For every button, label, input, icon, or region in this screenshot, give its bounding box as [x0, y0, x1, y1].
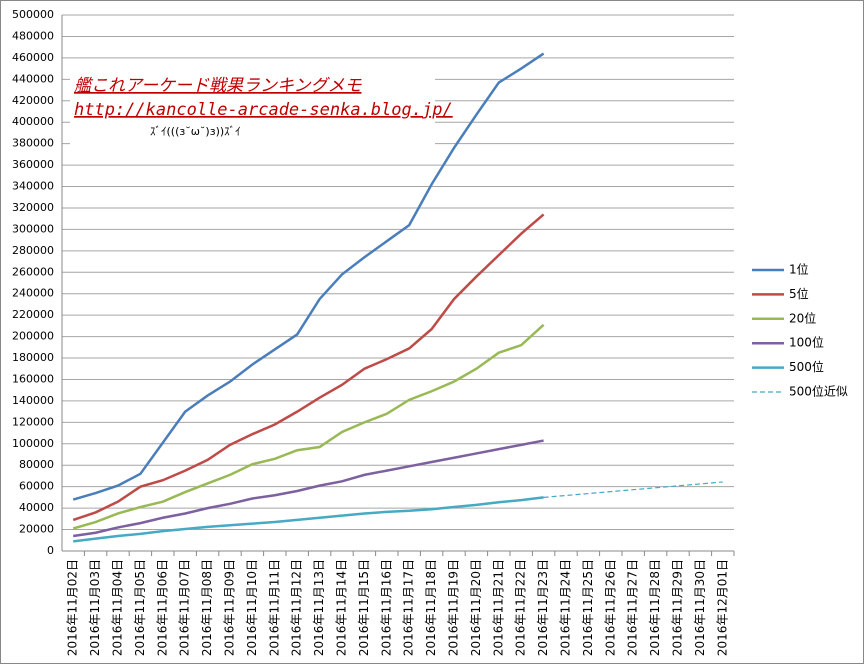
y-tick-label: 0	[47, 544, 54, 557]
y-tick-label: 300000	[12, 222, 54, 235]
y-tick-label: 480000	[12, 29, 54, 42]
y-tick-label: 180000	[12, 351, 54, 364]
annotation-url: http://kancolle-arcade-senka.blog.jp/	[74, 100, 453, 120]
legend-label: 100位	[789, 335, 824, 350]
x-tick-label: 2016年11月26日	[603, 559, 617, 656]
x-tick-label: 2016年11月11日	[267, 559, 281, 656]
x-tick-label: 2016年11月27日	[626, 559, 640, 656]
annotation-title: 艦これアーケード戦果ランキングメモ	[74, 76, 362, 96]
y-tick-label: 80000	[19, 458, 54, 471]
y-tick-label: 160000	[12, 372, 54, 385]
series-line	[73, 496, 544, 543]
series-line	[72, 323, 545, 530]
x-tick-label: 2016年11月08日	[200, 559, 214, 656]
x-tick-label: 2016年11月07日	[178, 559, 192, 656]
y-tick-label: 220000	[12, 308, 54, 321]
y-tick-label: 440000	[12, 72, 54, 85]
x-tick-label: 2016年11月13日	[312, 559, 326, 656]
y-tick-label: 140000	[12, 394, 54, 407]
y-tick-label: 380000	[12, 137, 54, 150]
x-tick-label: 2016年11月09日	[223, 559, 237, 656]
y-tick-label: 500000	[12, 8, 54, 21]
x-tick-label: 2016年11月12日	[290, 559, 304, 656]
y-tick-label: 260000	[12, 265, 54, 278]
x-tick-label: 2016年12月01日	[715, 559, 729, 656]
y-tick-label: 320000	[12, 201, 54, 214]
x-tick-label: 2016年11月24日	[559, 559, 573, 656]
x-tick-label: 2016年11月19日	[447, 559, 461, 656]
series-line	[72, 213, 545, 522]
y-tick-label: 60000	[19, 480, 54, 493]
x-tick-label: 2016年11月15日	[357, 559, 371, 656]
x-tick-label: 2016年11月14日	[335, 559, 349, 656]
legend-label: 500位近似	[789, 384, 848, 399]
annotation-face: ｽﾞｲ(((ɜ˘ω˘)ɜ))ｽﾞｲ	[150, 125, 241, 138]
y-tick-label: 360000	[12, 158, 54, 171]
y-tick-label: 280000	[12, 244, 54, 257]
y-tick-label: 400000	[12, 115, 54, 128]
legend-label: 1位	[789, 262, 809, 277]
x-tick-label: 2016年11月23日	[536, 559, 550, 656]
y-tick-label: 40000	[19, 501, 54, 514]
x-tick-label: 2016年11月18日	[424, 559, 438, 656]
y-tick-label: 20000	[19, 523, 54, 536]
annotation-box	[70, 72, 435, 147]
y-tick-label: 240000	[12, 287, 54, 300]
x-tick-label: 2016年11月17日	[402, 559, 416, 656]
series-line	[73, 439, 544, 538]
x-tick-label: 2016年11月06日	[155, 559, 169, 656]
y-tick-label: 420000	[12, 94, 54, 107]
x-tick-label: 2016年11月05日	[133, 559, 147, 656]
x-tick-label: 2016年11月04日	[111, 559, 125, 656]
x-tick-label: 2016年11月22日	[514, 559, 528, 656]
legend-label: 5位	[789, 286, 809, 301]
y-tick-label: 120000	[12, 415, 54, 428]
x-tick-label: 2016年11月30日	[693, 559, 707, 656]
y-tick-label: 340000	[12, 180, 54, 193]
y-tick-label: 100000	[12, 437, 54, 450]
x-tick-label: 2016年11月03日	[88, 559, 102, 656]
y-tick-label: 200000	[12, 330, 54, 343]
legend-label: 20位	[789, 310, 816, 325]
legend-label: 500位	[789, 359, 824, 374]
x-tick-label: 2016年11月10日	[245, 559, 259, 656]
x-tick-label: 2016年11月21日	[491, 559, 505, 656]
series-line	[72, 52, 545, 501]
x-tick-label: 2016年11月20日	[469, 559, 483, 656]
series-line	[543, 481, 723, 498]
x-tick-label: 2016年11月25日	[581, 559, 595, 656]
y-tick-label: 460000	[12, 51, 54, 64]
x-tick-label: 2016年11月28日	[648, 559, 662, 656]
x-tick-label: 2016年11月29日	[671, 559, 685, 656]
x-tick-label: 2016年11月02日	[66, 559, 80, 656]
x-tick-label: 2016年11月16日	[379, 559, 393, 656]
